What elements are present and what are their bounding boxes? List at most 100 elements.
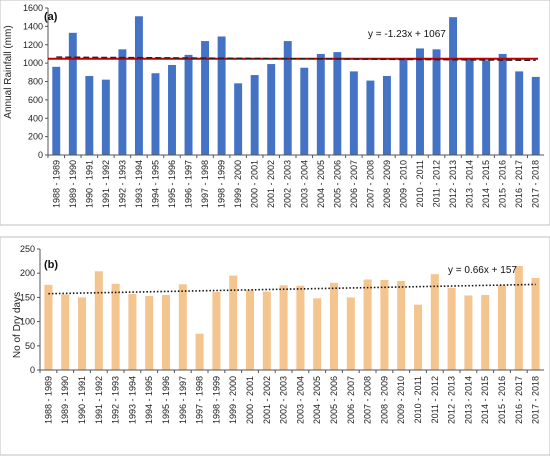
panel-a-y-tick-label: 400 xyxy=(28,113,43,123)
panel-a-x-tick-label: 2003 - 2004 xyxy=(299,160,309,208)
panel-a-bar xyxy=(151,73,160,155)
panel-a-x-tick-label: 2002 - 2003 xyxy=(283,160,293,208)
panel-a-bar xyxy=(168,64,176,155)
panel-a-y-tick-label: 0 xyxy=(38,150,43,160)
panel-a-y-ticks: 0 200 400 600 800 1000 1200 1400 1600 xyxy=(23,3,49,160)
panel-b-x-tick-label: 1992 - 1993 xyxy=(111,376,121,424)
panel-b-x-tick-label: 1993 - 1994 xyxy=(127,376,137,424)
panel-b-x-tick-label: 1989 - 1990 xyxy=(60,376,70,424)
panel-a-label: (a) xyxy=(44,11,58,23)
panel-a-bar xyxy=(134,16,143,155)
panel-b-y-tick-label: 0 xyxy=(30,365,35,375)
panel-b-y-tick-label: 250 xyxy=(20,244,35,254)
panel-a-x-tick-label: 2007 - 2008 xyxy=(365,160,375,208)
panel-b-y-tick-label: 100 xyxy=(20,317,35,327)
panel-b-bar xyxy=(262,291,271,370)
panel-b-x-tick-label: 2016 - 2017 xyxy=(514,376,524,424)
panel-b-bars xyxy=(44,265,540,370)
panel-a-bar xyxy=(349,71,358,155)
panel-a-x-tick-label: 1997 - 1998 xyxy=(200,160,210,208)
panel-b-trendline xyxy=(48,283,536,295)
panel-b-bar xyxy=(397,280,406,370)
panel-a-bar xyxy=(432,49,441,155)
panel-b-bar xyxy=(430,274,439,370)
panel-a-x-tick-label: 1988 - 1989 xyxy=(51,160,61,208)
panel-b-x-tick-label: 2009 - 2010 xyxy=(396,376,406,424)
panel-a-bar xyxy=(515,71,524,155)
panel-a-bar xyxy=(366,80,375,155)
panel-b-bar xyxy=(245,290,255,370)
panel-b-x-tick-label: 1997 - 1998 xyxy=(195,376,205,424)
panel-b-bar xyxy=(296,285,305,370)
panel-a-x-tick-label: 2001 - 2002 xyxy=(266,160,276,208)
panel-a-y-tick-label: 200 xyxy=(28,132,43,142)
panel-a-x-tick-label: 2009 - 2010 xyxy=(398,160,408,208)
panel-b-bar xyxy=(145,295,154,370)
panel-a-bar xyxy=(333,52,342,155)
panel-a-x-tick-label: 2011 - 2012 xyxy=(432,160,442,207)
panel-b-bar xyxy=(481,294,490,370)
panel-b-x-tick-label: 1998 - 1999 xyxy=(211,376,221,424)
panel-a-y-axis-label: Annual Rainfall (mm) xyxy=(3,25,14,118)
panel-a-x-tick-label: 1995 - 1996 xyxy=(167,160,177,208)
panel-a-bar xyxy=(250,75,259,155)
panel-b-y-tick-label: 200 xyxy=(20,268,35,278)
panel-b-bar xyxy=(128,294,137,370)
panel-b-bar xyxy=(380,279,389,370)
panel-a-x-tick-label: 2006 - 2007 xyxy=(349,160,359,208)
panel-b-bar xyxy=(413,304,423,370)
panel-a-x-ticks: 1988 - 1989 1989 - 1990 1990 - 1991 1991 - … xyxy=(47,154,544,208)
panel-a-y-tick-label: 1600 xyxy=(23,3,43,13)
panel-b-x-tick-label: 1990 - 1991 xyxy=(77,376,87,424)
panel-a-bar xyxy=(283,41,292,156)
panel-b-bar xyxy=(279,285,288,370)
panel-b-bar xyxy=(346,297,355,370)
panel-a-equation: y = -1.23x + 1067 xyxy=(368,29,446,40)
panel-b-bar xyxy=(44,284,53,370)
panel-a-x-tick-label: 2004 - 2005 xyxy=(316,160,326,208)
panel-b-bar xyxy=(531,278,540,370)
panel-b-y-tick-label: 50 xyxy=(25,341,35,351)
panel-a-y-tick-label: 600 xyxy=(28,95,43,105)
chart-panel-a: 0 200 400 600 800 1000 1200 1400 1600 1988 - 198… xyxy=(0,0,550,226)
panel-b-x-tick-label: 2010 - 2011 xyxy=(413,376,423,423)
panel-b-frame xyxy=(0,236,550,456)
panel-b-x-tick-label: 1999 - 2000 xyxy=(228,376,238,424)
panel-a-bar xyxy=(399,58,408,155)
panel-b-x-tick-label: 2000 - 2001 xyxy=(245,376,255,424)
panel-b-x-tick-label: 2006 - 2007 xyxy=(346,376,356,424)
panel-a-x-tick-label: 1989 - 1990 xyxy=(68,160,78,208)
panel-b-bar xyxy=(447,287,456,370)
panel-b-bar xyxy=(195,333,204,370)
panel-a-x-tick-label: 2017 - 2018 xyxy=(531,160,541,208)
panel-a-x-tick-label: 2013 - 2014 xyxy=(465,160,475,208)
panel-a-bar xyxy=(465,59,474,156)
panel-a-y-tick-label: 1000 xyxy=(23,58,43,68)
panel-b-bar xyxy=(497,285,507,370)
panel-a-x-tick-label: 1990 - 1991 xyxy=(84,160,94,208)
panel-a-bar xyxy=(101,79,110,155)
panel-b-bar xyxy=(329,282,339,370)
panel-a-x-tick-label: 1999 - 2000 xyxy=(233,160,243,208)
panel-a-x-tick-label: 2016 - 2017 xyxy=(514,160,524,208)
panel-a-x-tick-label: 1994 - 1995 xyxy=(150,160,160,208)
panel-a-x-tick-label: 2015 - 2016 xyxy=(498,160,508,208)
panel-b-x-tick-label: 1994 - 1995 xyxy=(144,376,154,424)
panel-b-x-tick-label: 2012 - 2013 xyxy=(447,376,457,424)
panel-a-x-tick-label: 2014 - 2015 xyxy=(481,160,491,208)
panel-a-x-tick-label: 2010 - 2011 xyxy=(415,160,425,207)
panel-a-bar xyxy=(184,54,193,156)
panel-b-lines xyxy=(48,283,536,295)
panel-b-bar xyxy=(514,265,523,370)
panel-a-x-tick-label: 1992 - 1993 xyxy=(117,160,127,208)
panel-a-bar xyxy=(316,53,325,155)
panel-b-x-tick-label: 2004 - 2005 xyxy=(312,376,322,424)
panel-a-x-tick-label: 1991 - 1992 xyxy=(101,160,111,208)
panel-b-x-tick-label: 2008 - 2009 xyxy=(379,376,389,424)
panel-b-bar xyxy=(161,294,171,370)
panel-a-bar xyxy=(498,53,507,155)
panel-b-y-tick-label: 150 xyxy=(20,292,35,302)
panel-b-bar xyxy=(313,298,322,370)
panel-b-y-axis-label: No of Dry days xyxy=(12,292,23,358)
panel-b-bar xyxy=(229,275,238,370)
